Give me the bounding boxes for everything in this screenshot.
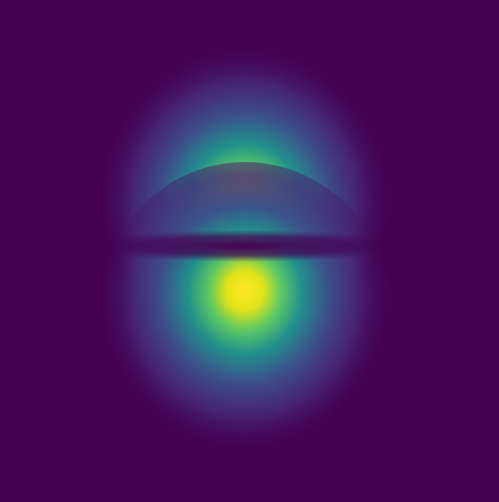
nodal-plane <box>75 230 415 262</box>
lower-lobe <box>95 162 395 482</box>
